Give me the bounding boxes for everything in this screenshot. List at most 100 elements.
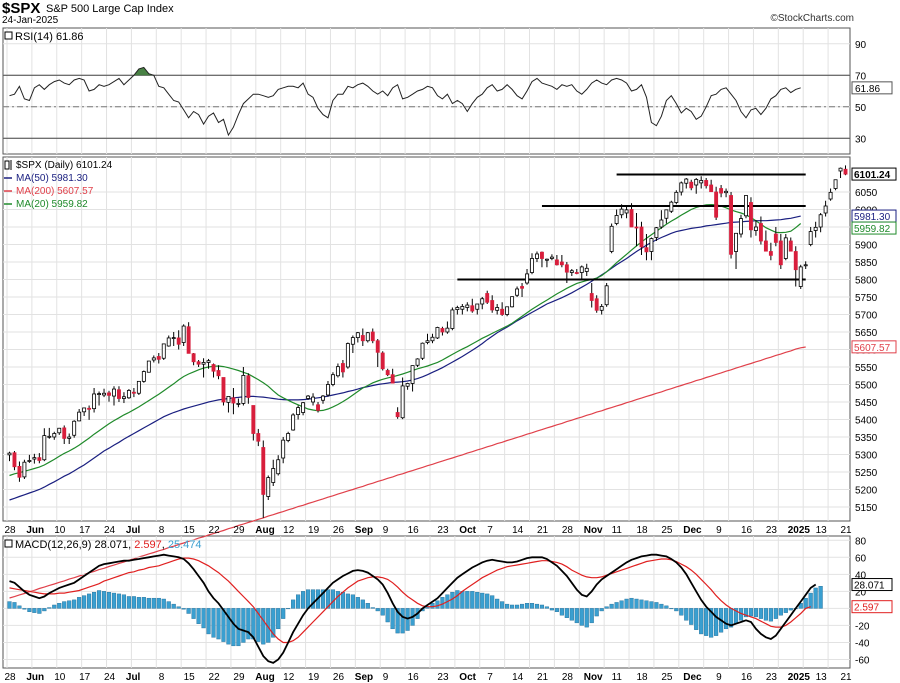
macd-histogram-bar [674,608,679,612]
candle [763,240,768,252]
candle [838,167,843,172]
candle [97,393,102,396]
macd-histogram-bar [634,598,639,609]
macd-histogram-bar [395,608,400,634]
candle [445,327,450,333]
candle [530,258,534,273]
candle [569,270,574,273]
x-axis-label: 13 [816,525,828,536]
candle [500,308,505,315]
macd-histogram-bar [360,599,365,609]
macd-histogram-bar [320,589,326,609]
x-axis-label: 9 [383,672,389,683]
candle [126,390,131,399]
candle [480,298,485,305]
macd-histogram-bar [584,608,589,628]
candle [256,433,261,442]
x-axis-label: 8 [159,672,165,683]
macd-histogram-bar [460,591,465,609]
price-tick-label: 5650 [855,328,878,339]
ma20-line [9,203,802,477]
x-axis-label: Aug [255,525,274,536]
macd-histogram-bar [380,608,385,616]
macd-histogram-bar [559,608,564,616]
price-legend-item: MA(200) 5607.57 [16,186,94,197]
candle [589,293,594,301]
macd-histogram-bar [818,586,823,609]
macd-histogram-bar [604,606,609,609]
macd-histogram-bar [171,603,176,609]
candle [604,285,609,306]
candle [87,407,92,410]
macd-tick-label: -20 [855,621,870,632]
macd-histogram-bar [569,608,574,621]
candle [405,383,410,387]
macd-histogram-bar [524,603,530,609]
x-axis-label: 7 [487,525,493,536]
macd-histogram-bar [654,602,659,609]
candle [664,209,669,219]
macd-histogram-bar [435,600,440,609]
candle [67,436,72,439]
macd-histogram-bar [748,608,754,617]
price-tick-label: 5150 [855,503,878,514]
macd-histogram-bar [121,594,127,609]
macd-histogram-bar [644,600,649,609]
macd-histogram-bar [82,595,87,609]
macd-histogram-bar [803,597,808,609]
x-axis-label: 24 [104,525,116,536]
x-axis-label: 26 [333,525,345,536]
macd-histogram-bar [17,605,22,609]
macd-histogram-bar [196,608,201,624]
candle [92,393,97,410]
macd-histogram-bar [475,592,480,609]
candle [619,208,624,216]
x-axis-label: Aug [255,672,274,683]
x-axis-label: 21 [841,525,853,536]
candle [465,304,470,308]
rsi-legend-icon [4,31,13,40]
candle [186,326,191,354]
signal-value-badge [851,600,893,614]
candle [340,363,345,373]
price-tick-label: 5800 [855,276,878,287]
macd-histogram-bar [226,608,231,645]
macd-histogram-bar [310,589,316,609]
candle [813,226,818,231]
candle [535,253,539,259]
macd-histogram-bar [42,608,47,612]
ma200-value-label: 5607.57 [854,343,891,354]
candle [102,392,106,396]
candle [420,342,425,359]
price-tick-label: 5900 [855,241,878,252]
macd-histogram-bar [400,608,405,634]
candle [629,209,634,228]
macd-histogram-bar [350,594,355,609]
x-axis-label: 21 [841,672,853,683]
candle [609,225,614,252]
macd-histogram-bar [554,608,559,612]
x-axis-label: 29 [233,672,245,683]
macd-histogram-bar [156,597,161,609]
candle [649,238,654,252]
macd-histogram-bar [27,608,32,612]
candle [823,205,828,214]
macd-histogram-bar [330,589,336,609]
candle [510,296,515,308]
macd-legend-icon [4,539,13,548]
macd-histogram-bar [753,608,759,618]
macd-histogram-bar [201,608,206,629]
price-tick-label: 5250 [855,468,878,479]
candle [828,191,833,200]
candle [246,375,251,398]
candle [32,457,37,460]
macd-histogram-bar [758,608,763,619]
candle [679,182,684,193]
x-axis-label: 19 [308,672,320,683]
macd-histogram-bar [146,597,151,609]
macd-histogram-bar [32,608,37,613]
ma20-value-badge [851,221,897,235]
x-axis-label: 22 [209,525,221,536]
candle [261,447,266,495]
macd-value-label: 28.071 [854,581,885,592]
